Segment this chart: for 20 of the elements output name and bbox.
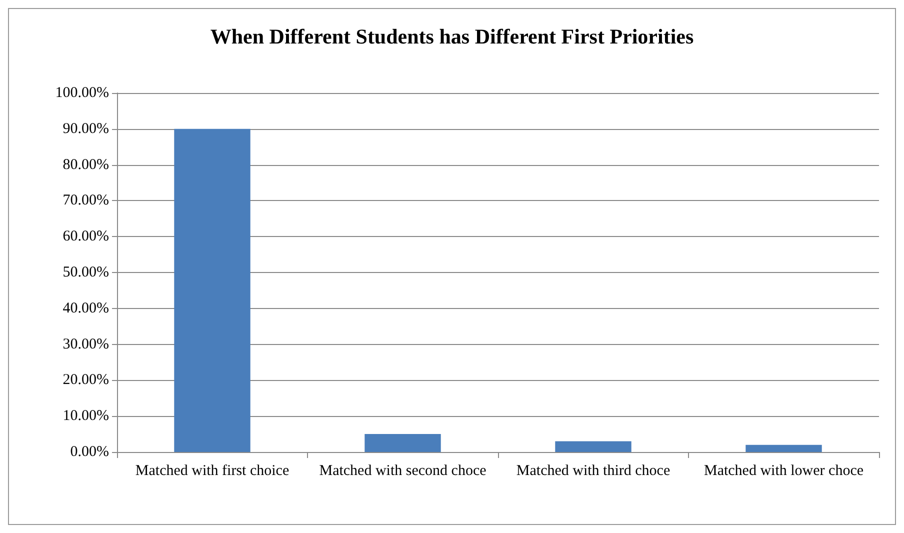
bar [746,444,822,452]
chart-title: When Different Students has Different First Priorities [210,24,694,48]
y-tick-label: 20.00% [62,372,109,388]
y-tick-label: 70.00% [62,192,109,209]
y-tick-label: 0.00% [70,444,109,460]
bar [174,128,250,452]
y-tick-label: 60.00% [62,228,109,245]
x-tick-label: Matched with second choce [319,463,487,479]
bar [555,441,632,452]
x-tick-label: Matched with first choice [135,463,290,479]
x-tick-label: Matched with lower choce [704,463,864,479]
y-tick-label: 100.00% [55,85,109,101]
x-tick-label: Matched with third choce [516,463,670,479]
y-tick-label: 10.00% [62,408,109,424]
y-tick-label: 50.00% [62,264,109,280]
y-tick-label: 30.00% [62,336,109,352]
bar [364,434,441,452]
y-tick-label: 80.00% [62,156,109,173]
y-tick-label: 90.00% [62,120,109,137]
y-tick-label: 40.00% [62,300,109,316]
